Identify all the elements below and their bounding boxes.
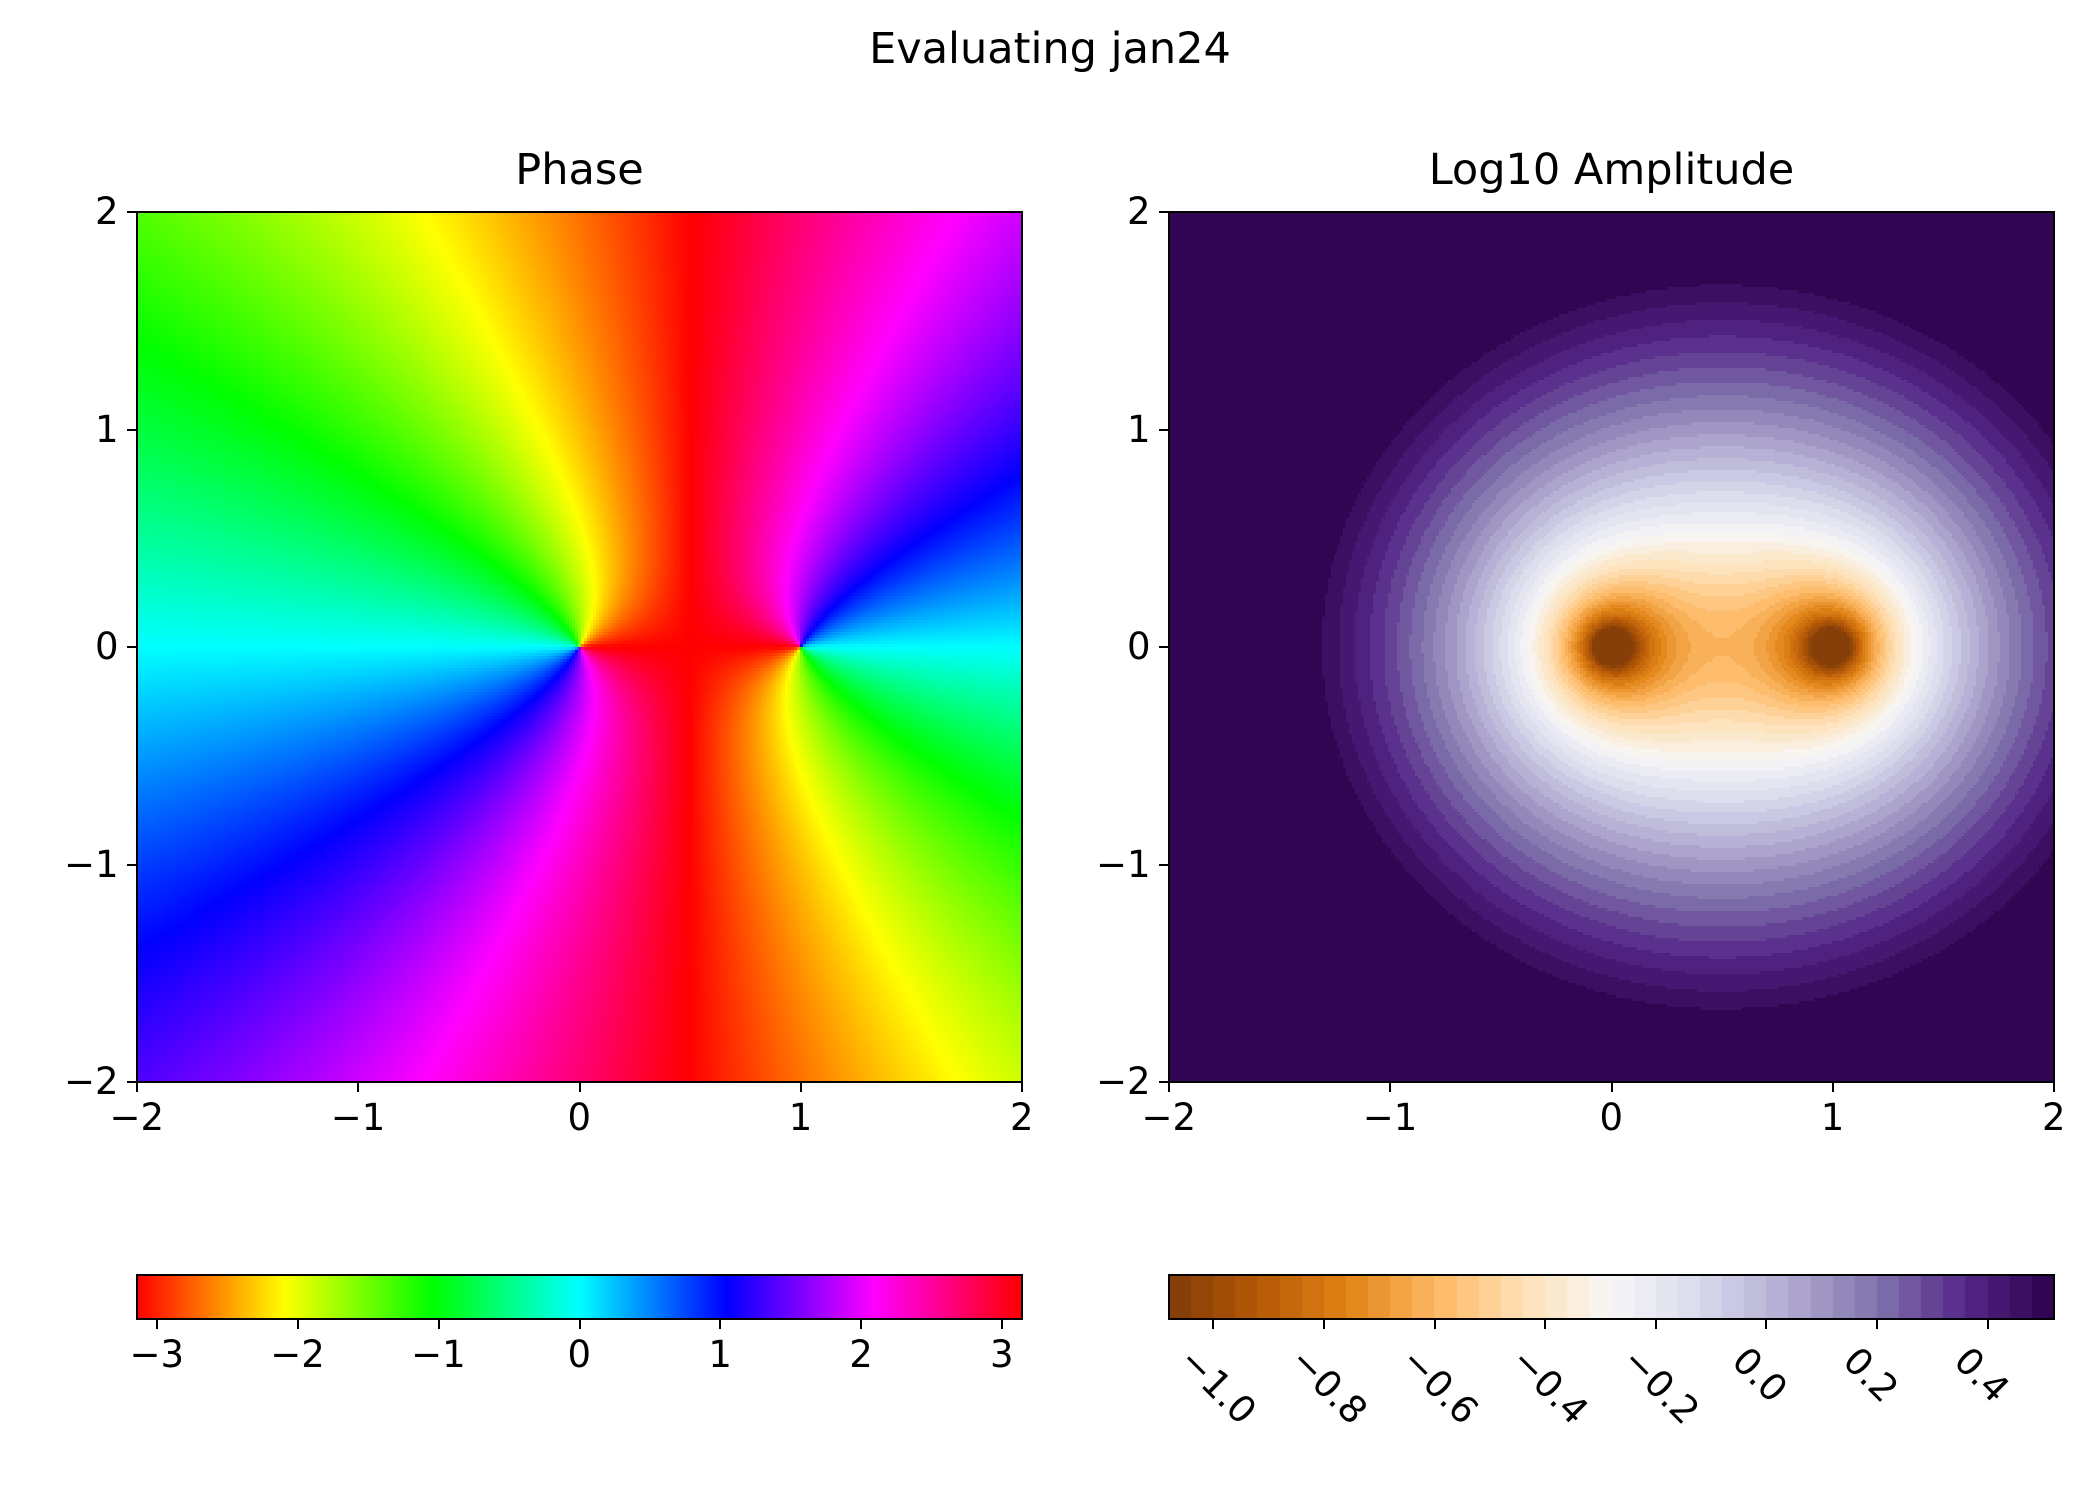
amplitude-ytick-mark xyxy=(1159,211,1169,213)
amplitude-colorbar-tick-label: −0.8 xyxy=(1281,1338,1376,1433)
amplitude-colorbar-tick-mark xyxy=(1433,1319,1436,1329)
amplitude-xtick-mark xyxy=(1389,1082,1392,1092)
phase-colorbar-tick-mark xyxy=(1001,1319,1004,1329)
amplitude-ytick-mark xyxy=(1159,1081,1169,1083)
phase-xtick-label: 2 xyxy=(1010,1096,1034,1139)
amplitude-xtick-label: −2 xyxy=(1141,1096,1197,1139)
amplitude-ytick-label: −2 xyxy=(1096,1060,1151,1103)
amplitude-xtick-mark xyxy=(2053,1082,2055,1092)
amplitude-xtick-mark xyxy=(1610,1082,1613,1092)
phase-colorbar-tick-mark xyxy=(860,1319,863,1329)
amplitude-colorbar-tick-label: 0.0 xyxy=(1724,1338,1797,1411)
amplitude-ytick-label: −1 xyxy=(1096,842,1151,886)
amplitude-colorbar-tick-label: −0.4 xyxy=(1502,1338,1597,1433)
phase-colorbar-tick-label: 2 xyxy=(849,1333,873,1376)
amplitude-colorbar-tick-mark xyxy=(1876,1319,1878,1329)
phase-xtick-mark xyxy=(578,1082,581,1092)
phase-ytick-label: −1 xyxy=(64,842,119,886)
phase-ytick-label: 0 xyxy=(95,625,119,668)
amplitude-colorbar-tick-mark xyxy=(1544,1319,1547,1329)
phase-colorbar-tick-label: −1 xyxy=(411,1333,466,1376)
phase-xtick-label: 1 xyxy=(788,1096,813,1139)
amplitude-panel-title: Log10 Amplitude xyxy=(1428,145,1795,195)
amplitude-colorbar-tick-label: −0.2 xyxy=(1613,1338,1708,1433)
phase-heatmap xyxy=(137,212,1022,1082)
amplitude-ytick-mark xyxy=(1159,428,1169,431)
phase-ytick-mark xyxy=(127,211,137,213)
amplitude-ytick-label: 0 xyxy=(1127,625,1151,668)
phase-xtick-mark xyxy=(136,1082,138,1092)
amplitude-colorbar-tick-mark xyxy=(1765,1319,1768,1329)
phase-ytick-mark xyxy=(127,1081,137,1083)
amplitude-ytick-mark xyxy=(1159,863,1169,866)
phase-colorbar-tick-mark xyxy=(437,1319,440,1329)
phase-colorbar-tick-mark xyxy=(719,1319,722,1329)
amplitude-colorbar-tick-mark xyxy=(1322,1319,1325,1329)
phase-colorbar xyxy=(137,1275,1022,1319)
amplitude-ytick-label: 2 xyxy=(1127,190,1151,233)
amplitude-colorbar-tick-label: −0.6 xyxy=(1392,1338,1487,1433)
amplitude-colorbar-tick-label: 0.2 xyxy=(1834,1338,1907,1411)
phase-xtick-label: 0 xyxy=(567,1096,592,1139)
phase-ytick-label: 2 xyxy=(95,190,119,233)
phase-colorbar-tick-label: 3 xyxy=(990,1333,1014,1376)
phase-ytick-label: 1 xyxy=(95,407,119,451)
phase-panel-title: Phase xyxy=(515,145,644,195)
amplitude-ytick-label: 1 xyxy=(1127,407,1151,451)
amplitude-xtick-label: 1 xyxy=(1820,1096,1845,1139)
figure-suptitle: Evaluating jan24 xyxy=(869,24,1231,74)
phase-colorbar-tick-label: −2 xyxy=(270,1333,325,1376)
phase-colorbar-tick-label: −3 xyxy=(129,1333,184,1376)
phase-colorbar-tick-mark xyxy=(578,1319,581,1329)
phase-xtick-label: −1 xyxy=(330,1096,386,1139)
amplitude-xtick-label: 2 xyxy=(2042,1096,2066,1139)
phase-ytick-mark xyxy=(127,646,137,648)
phase-xtick-mark xyxy=(357,1082,360,1092)
phase-ytick-label: −2 xyxy=(64,1060,119,1103)
phase-xtick-mark xyxy=(1021,1082,1023,1092)
amplitude-colorbar xyxy=(1169,1275,2054,1319)
amplitude-xtick-label: −1 xyxy=(1362,1096,1418,1139)
phase-xtick-mark xyxy=(799,1082,802,1092)
amplitude-ytick-mark xyxy=(1159,646,1169,648)
phase-colorbar-tick-label: 0 xyxy=(567,1333,592,1376)
amplitude-xtick-mark xyxy=(1168,1082,1170,1092)
phase-ytick-mark xyxy=(127,863,137,866)
amplitude-colorbar-tick-mark xyxy=(1654,1319,1657,1329)
phase-xtick-label: −2 xyxy=(109,1096,165,1139)
amplitude-colorbar-tick-mark xyxy=(1986,1319,1989,1329)
amplitude-colorbar-tick-mark xyxy=(1212,1319,1215,1329)
amplitude-colorbar-tick-label: 0.4 xyxy=(1945,1338,2018,1411)
amplitude-xtick-label: 0 xyxy=(1599,1096,1624,1139)
amplitude-colorbar-tick-label: −1.0 xyxy=(1170,1338,1265,1433)
phase-colorbar-tick-mark xyxy=(296,1319,299,1329)
phase-ytick-mark xyxy=(127,428,137,431)
phase-colorbar-tick-mark xyxy=(155,1319,158,1329)
amplitude-xtick-mark xyxy=(1831,1082,1834,1092)
phase-colorbar-tick-label: 1 xyxy=(708,1333,732,1376)
amplitude-heatmap xyxy=(1169,212,2054,1082)
